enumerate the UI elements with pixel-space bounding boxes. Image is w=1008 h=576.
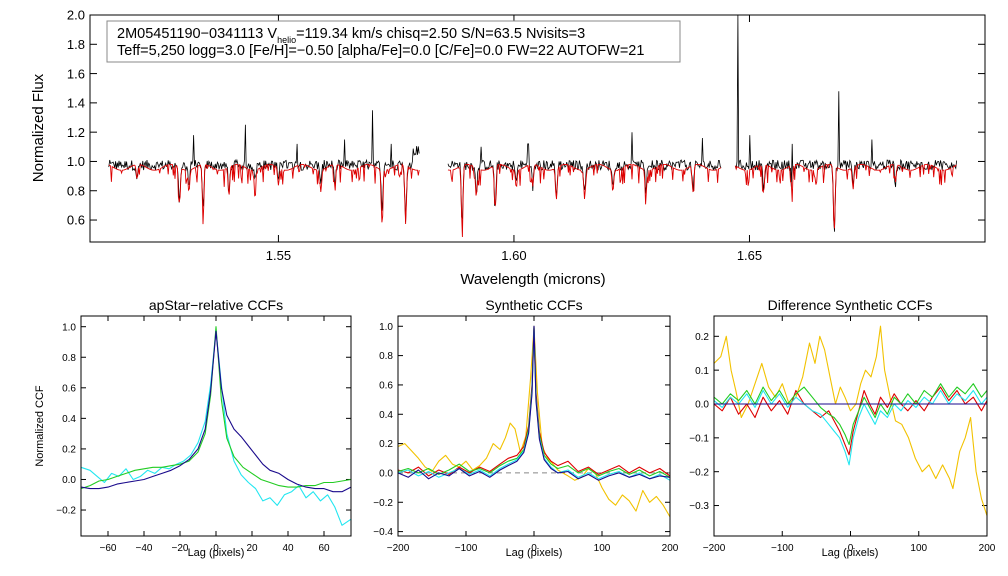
spectrum-frame (89, 14, 986, 243)
difference-ccf-series-red (713, 386, 988, 456)
model-spectrum-line (108, 163, 420, 225)
difference-ccf-y-tick-label: −0.1 (689, 433, 709, 444)
difference-ccf-x-tick-label: −100 (771, 543, 794, 554)
observed-spectrum-line (447, 132, 722, 220)
spectrum-y-tick-label: 1.4 (67, 96, 85, 111)
difference-ccf-x-tick-label: 200 (979, 543, 996, 554)
spectrum-y-tick-label: 2.0 (67, 8, 85, 23)
synthetic-ccf-x-tick-label: −100 (455, 543, 478, 554)
spectrum-y-tick-label: 0.8 (67, 183, 85, 198)
synthetic-ccf-x-axis-label: Lag (pixels) (506, 547, 563, 559)
synthetic-ccf-y-tick-label: 0.8 (379, 351, 393, 362)
apstar-ccf-x-tick-label: −60 (100, 543, 117, 554)
synthetic-ccf-x-tick-label: 100 (594, 543, 611, 554)
apstar-ccf-series-blue (80, 330, 352, 493)
spectrum-info-line-1: 2M05451190−0341113 Vhelio=119.34 km/s ch… (117, 26, 585, 45)
spectrum-plot-area (108, 14, 957, 238)
difference-ccf-y-tick-label: −0.3 (689, 501, 709, 512)
difference-ccf-panel: −200 −100 0 100 200 −0.3 −0.2 −0.1 0.0 0.1 0.2 Dif… (689, 297, 996, 559)
apstar-ccf-y-tick-label: −0.2 (56, 506, 76, 517)
difference-ccf-series-green (713, 383, 988, 446)
apstar-ccf-y-tick-label: 0.4 (62, 414, 76, 425)
synthetic-ccf-y-tick-label: −0.4 (373, 527, 393, 538)
difference-ccf-x-tick-label: −200 (703, 543, 726, 554)
synthetic-ccf-panel: −200 −100 0 100 200 −0.4 −0.2 0.0 0.2 0.4 0.6 0.8 1.… (373, 297, 679, 559)
spectrum-x-axis-label: Wavelength (microns) (460, 271, 605, 288)
spectrum-panel: 1.55 1.60 1.65 0.6 0.8 1.0 1.2 1.4 1.6 1.8 2.0 2M0… (30, 8, 986, 288)
model-spectrum-line (734, 163, 957, 229)
spectrum-info-line-2: Teff=5,250 logg=3.0 [Fe/H]=−0.50 [alpha/… (117, 43, 644, 59)
difference-ccf-y-tick-label: 0.2 (695, 332, 709, 343)
apstar-ccf-y-tick-label: 0.0 (62, 475, 76, 486)
difference-ccf-plot-area (713, 325, 988, 516)
apstar-ccf-x-tick-label: −40 (136, 543, 153, 554)
synthetic-ccf-y-tick-label: 0.0 (379, 469, 393, 480)
difference-ccf-x-axis-label: Lag (pixels) (822, 547, 879, 559)
apstar-ccf-x-axis-label: Lag (pixels) (188, 547, 245, 559)
apstar-ccf-y-tick-label: 1.0 (62, 322, 76, 333)
synthetic-ccf-y-tick-label: −0.2 (373, 498, 393, 509)
difference-ccf-x-tick-label: 100 (910, 543, 927, 554)
difference-ccf-y-tick-label: 0.1 (695, 366, 709, 377)
spectrum-y-axis-label: Normalized Flux (30, 73, 47, 182)
difference-ccf-y-tick-label: 0.0 (695, 400, 709, 411)
difference-ccf-series-yellow (713, 325, 988, 516)
apstar-ccf-panel: −60 −40 −20 0 20 40 60 −0.2 0.0 0.2 0.4 0.6 0.8 1.0 a… (34, 297, 352, 559)
synthetic-ccf-y-tick-label: 0.2 (379, 439, 393, 450)
synthetic-ccf-x-tick-label: 200 (662, 543, 679, 554)
apstar-ccf-plot-area (80, 326, 352, 526)
apstar-ccf-y-tick-label: 0.8 (62, 353, 76, 364)
spectrum-y-tick-label: 1.8 (67, 37, 85, 52)
synthetic-ccf-title: Synthetic CCFs (485, 297, 582, 313)
synthetic-ccf-x-tick-label: −200 (387, 543, 410, 554)
spectrum-info-box (106, 20, 681, 63)
synthetic-ccf-frame (397, 315, 671, 537)
apstar-ccf-x-tick-label: 20 (246, 543, 258, 554)
apstar-ccf-y-axis-label: Normalized CCF (34, 385, 46, 467)
apstar-ccf-title: apStar−relative CCFs (149, 297, 283, 313)
synthetic-ccf-series-blue (397, 325, 671, 481)
difference-ccf-title: Difference Synthetic CCFs (768, 297, 933, 313)
synthetic-ccf-series-red (397, 325, 671, 477)
observed-spectrum-line (108, 110, 420, 223)
difference-ccf-frame (713, 315, 988, 537)
synthetic-ccf-series-yellow (397, 327, 671, 518)
spectrum-y-tick-label: 1.6 (67, 66, 85, 81)
apstar-ccf-x-tick-label: 60 (318, 543, 330, 554)
spectrum-x-tick-label: 1.60 (501, 248, 526, 263)
apstar-ccf-y-tick-label: 0.2 (62, 445, 76, 456)
model-spectrum-line (447, 163, 722, 238)
spectrum-y-tick-label: 1.0 (67, 154, 85, 169)
difference-ccf-series-cyan (713, 389, 988, 466)
difference-ccf-x-tick-label: 0 (848, 543, 854, 554)
apstar-ccf-x-tick-label: 0 (213, 543, 219, 554)
apstar-ccf-x-tick-label: 40 (282, 543, 294, 554)
synthetic-ccf-plot-area (397, 325, 671, 518)
spectrum-y-tick-label: 1.2 (67, 125, 85, 140)
spectrum-x-tick-label: 1.55 (266, 248, 291, 263)
spectrum-x-tick-label: 1.65 (737, 248, 762, 263)
synthetic-ccf-y-tick-label: 0.6 (379, 381, 393, 392)
spectrum-y-tick-label: 0.6 (67, 213, 85, 228)
synthetic-ccf-x-tick-label: 0 (531, 543, 537, 554)
synthetic-ccf-y-tick-label: 1.0 (379, 322, 393, 333)
apstar-ccf-x-tick-label: −20 (172, 543, 189, 554)
apstar-ccf-y-tick-label: 0.6 (62, 383, 76, 394)
apstar-ccf-series-green (80, 326, 352, 490)
synthetic-ccf-y-tick-label: 0.4 (379, 410, 393, 421)
apstar-ccf-frame (80, 315, 352, 537)
observed-spectrum-line (734, 14, 957, 232)
synthetic-ccf-series-cyan (397, 327, 671, 481)
difference-ccf-y-tick-label: −0.2 (689, 467, 709, 478)
apstar-ccf-series-cyan (80, 329, 352, 526)
synthetic-ccf-series-green (397, 325, 671, 478)
